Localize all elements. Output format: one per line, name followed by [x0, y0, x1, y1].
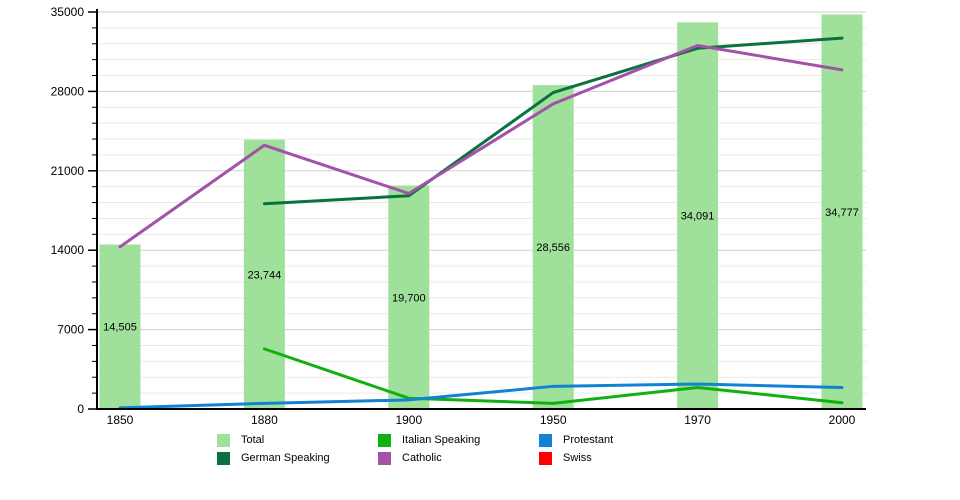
legend-label-german-speaking: German Speaking: [241, 452, 330, 464]
legend-label-catholic: Catholic: [402, 452, 442, 464]
bar-label-1950: 28,556: [536, 242, 570, 254]
y-tick-label: 0: [77, 402, 84, 416]
legend-item-protestant: Protestant: [539, 431, 613, 449]
legend-swatch-german-speaking: [217, 451, 230, 465]
bar-1880: [243, 139, 285, 409]
y-tick-label: 7000: [57, 323, 84, 337]
bar-label-1970: 34,091: [681, 211, 715, 223]
legend-swatch-italian-speaking: [378, 433, 391, 447]
legend-item-german-speaking: German Speaking: [217, 449, 378, 467]
line-protestant: [118, 382, 844, 410]
bar-1970: [677, 22, 719, 409]
bar-label-2000: 34,777: [825, 207, 859, 219]
legend-item-swiss: Swiss: [539, 449, 613, 467]
y-tick-label: 28000: [51, 84, 85, 98]
x-tick-label: 1880: [251, 413, 278, 427]
bar-label-1880: 23,744: [248, 269, 282, 281]
bar-1850: [99, 244, 141, 409]
legend-swatch-catholic: [378, 451, 391, 465]
legend-item-catholic: Catholic: [378, 449, 539, 467]
line-german-speaking: [262, 36, 844, 206]
legend-swatch-total: [217, 433, 230, 447]
y-tick-label: 35000: [51, 5, 85, 19]
bar-label-1850: 14,505: [103, 322, 137, 334]
legend-item-italian-speaking: Italian Speaking: [378, 431, 539, 449]
bar-label-1900: 19,700: [392, 292, 426, 304]
x-tick-label: 1950: [540, 413, 567, 427]
y-tick-label: 21000: [51, 164, 85, 178]
line-catholic: [118, 43, 844, 249]
line-italian-speaking: [262, 347, 844, 405]
legend-swatch-protestant: [539, 433, 552, 447]
bar-2000: [821, 14, 863, 410]
legend-item-total: Total: [217, 431, 378, 449]
x-tick-label: 2000: [829, 413, 856, 427]
bar-1900: [388, 185, 430, 409]
legend-label-protestant: Protestant: [563, 434, 614, 446]
legend-label-italian-speaking: Italian Speaking: [402, 434, 481, 446]
x-tick-label: 1850: [107, 413, 134, 427]
legend-swatch-swiss: [539, 451, 552, 465]
legend-label-total: Total: [241, 434, 265, 446]
bar-1950: [532, 85, 574, 409]
y-tick-label: 14000: [51, 243, 85, 257]
x-tick-label: 1970: [684, 413, 711, 427]
x-tick-label: 1900: [395, 413, 422, 427]
legend-label-swiss: Swiss: [563, 452, 592, 464]
chart-legend: Total German Speaking Italian Speaking C…: [217, 431, 613, 467]
